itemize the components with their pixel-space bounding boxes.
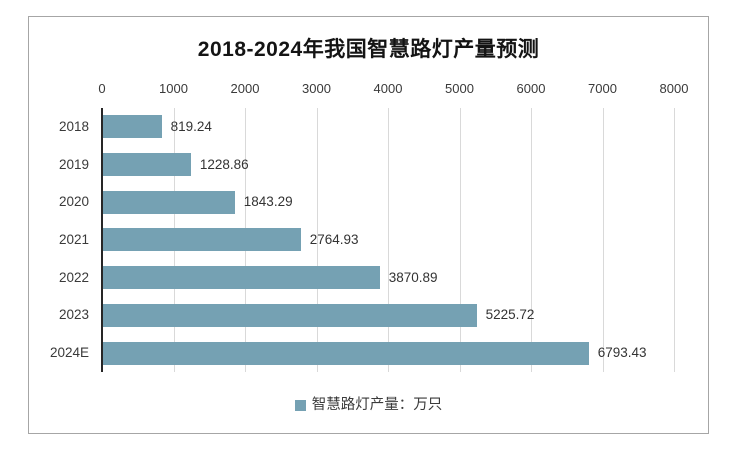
chart-title: 2018-2024年我国智慧路灯产量预测 — [197, 38, 540, 61]
chart-frame: 2018-2024年我国智慧路灯产量预测 0 1000 2000 3000 4000 50… — [28, 16, 709, 434]
category-label: 2023 — [58, 307, 89, 323]
gridline — [531, 108, 532, 372]
bar — [103, 115, 162, 139]
bar-row: 2022 3870.89 — [59, 259, 674, 297]
value-label: 6793.43 — [597, 345, 647, 361]
bar-row: 2020 1843.29 — [59, 183, 674, 221]
value-label: 3870.89 — [388, 269, 438, 285]
gridline — [388, 108, 389, 372]
gridline — [459, 108, 461, 372]
legend-square-icon — [294, 399, 306, 411]
bar — [103, 341, 589, 365]
x-axis-tick-label: 3000 — [302, 81, 331, 96]
x-axis-tick-label: 5000 — [445, 81, 474, 96]
value-label: 1228.86 — [199, 156, 249, 172]
x-axis-tick-label: 1000 — [159, 81, 188, 96]
category-label: 2022 — [58, 269, 89, 285]
bar — [103, 228, 301, 252]
x-axis-tick-label: 7000 — [588, 81, 617, 96]
value-label: 1843.29 — [243, 194, 293, 210]
gridline — [602, 108, 604, 372]
x-axis-tick-label: 6000 — [516, 81, 546, 96]
category-label: 2018 — [58, 118, 89, 134]
gridline — [316, 108, 318, 372]
bar — [103, 266, 380, 290]
bar-row: 2023 5225.72 — [59, 297, 674, 335]
x-axis-tick-label: 2000 — [230, 81, 260, 96]
value-label: 819.24 — [170, 118, 212, 134]
x-axis-tick-label: 8000 — [659, 81, 689, 96]
x-axis-tick-labels: 0 1000 2000 3000 4000 5000 6000 7000 8000 — [29, 79, 708, 99]
category-label: 2019 — [58, 156, 89, 172]
bar — [103, 190, 235, 214]
x-axis-tick-label: 4000 — [373, 81, 403, 96]
plot-area: 2018 819.24 2019 1228.86 2020 1843.29 2021 2764… — [50, 108, 675, 372]
category-label: 2024E — [49, 345, 89, 361]
legend: 智慧路灯产量：万只 — [29, 397, 708, 413]
bar-row: 2018 819.24 — [59, 108, 674, 146]
bar — [103, 153, 191, 177]
bar-row: 2021 2764.93 — [59, 221, 674, 259]
category-label: 2021 — [58, 231, 89, 247]
bar — [103, 303, 477, 327]
bar-row: 2024E 6793.43 — [50, 334, 674, 372]
gridline — [674, 108, 675, 372]
category-label: 2020 — [58, 194, 89, 210]
bar-row: 2019 1228.86 — [59, 146, 674, 184]
value-label: 2764.93 — [309, 231, 359, 247]
value-label: 5225.72 — [485, 307, 535, 323]
legend-label: 智慧路灯产量：万只 — [311, 397, 443, 413]
x-axis-tick-label: 0 — [98, 81, 106, 96]
y-axis-line — [101, 108, 103, 372]
